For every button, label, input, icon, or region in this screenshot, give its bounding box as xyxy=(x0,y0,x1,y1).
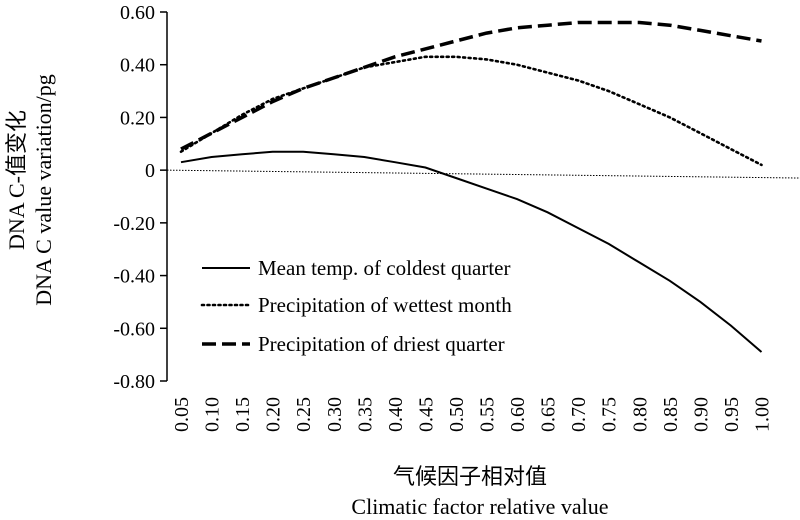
series-layer xyxy=(179,20,763,353)
y-axis-title-en: DNA C value variation/pg xyxy=(31,74,56,306)
x-tick-label: 0.40 xyxy=(385,397,407,432)
x-ticks: 0.05 0.10 0.15 0.20 0.25 0.30 0.35 0.40 0.45 0.50… xyxy=(171,397,773,432)
series-line-solid xyxy=(180,150,763,353)
y-tick-label: 0 xyxy=(145,160,155,182)
x-tick-label: 0.80 xyxy=(629,397,651,432)
y-tick-label: -0.80 xyxy=(113,371,155,393)
x-tick-label: 0.25 xyxy=(293,397,315,432)
legend-label: Precipitation of driest quarter xyxy=(258,332,505,356)
zero-reference-line xyxy=(166,169,800,179)
x-tick-label: 0.85 xyxy=(660,397,682,432)
x-tick-label: 0.95 xyxy=(721,397,743,432)
x-tick-label: 1.00 xyxy=(751,397,773,432)
y-tick-label: -0.20 xyxy=(113,213,155,235)
x-axis-title-en: Climatic factor relative value xyxy=(351,494,608,519)
x-tick-label: 0.90 xyxy=(690,397,712,432)
x-tick-label: 0.55 xyxy=(477,397,499,432)
x-tick-label: 0.60 xyxy=(507,397,529,432)
x-tick-label: 0.45 xyxy=(415,397,437,432)
x-tick-label: 0.50 xyxy=(446,397,468,432)
x-tick-label: 0.35 xyxy=(354,397,376,432)
y-axis-title-cn: DNA C-值变化 xyxy=(4,110,29,250)
legend-label: Precipitation of wettest month xyxy=(258,293,512,317)
x-axis-title-cn: 气候因子相对值 xyxy=(393,464,547,489)
series-line-dashed xyxy=(180,20,762,151)
x-tick-label: 0.30 xyxy=(324,397,346,432)
y-tick-label: 0.40 xyxy=(120,55,155,77)
y-tick-label: -0.40 xyxy=(113,266,155,288)
x-tick-label: 0.10 xyxy=(202,397,224,432)
legend: Mean temp. of coldest quarter Precipitati… xyxy=(200,256,512,356)
x-tick-label: 0.65 xyxy=(538,397,560,432)
y-tick-label: 0.20 xyxy=(120,107,155,129)
y-ticks: -0.80 -0.60 -0.40 -0.20 0 0.20 0.40 0.60 xyxy=(113,2,167,393)
x-tick-label: 0.75 xyxy=(599,397,621,432)
legend-label: Mean temp. of coldest quarter xyxy=(258,256,511,280)
x-tick-label: 0.20 xyxy=(263,397,285,432)
y-tick-label: -0.60 xyxy=(113,318,155,340)
series-line-dotted xyxy=(179,55,763,167)
y-tick-label: 0.60 xyxy=(120,2,155,24)
x-tick-label: 0.15 xyxy=(232,397,254,432)
x-tick-label: 0.05 xyxy=(171,397,193,432)
x-tick-label: 0.70 xyxy=(568,397,590,432)
